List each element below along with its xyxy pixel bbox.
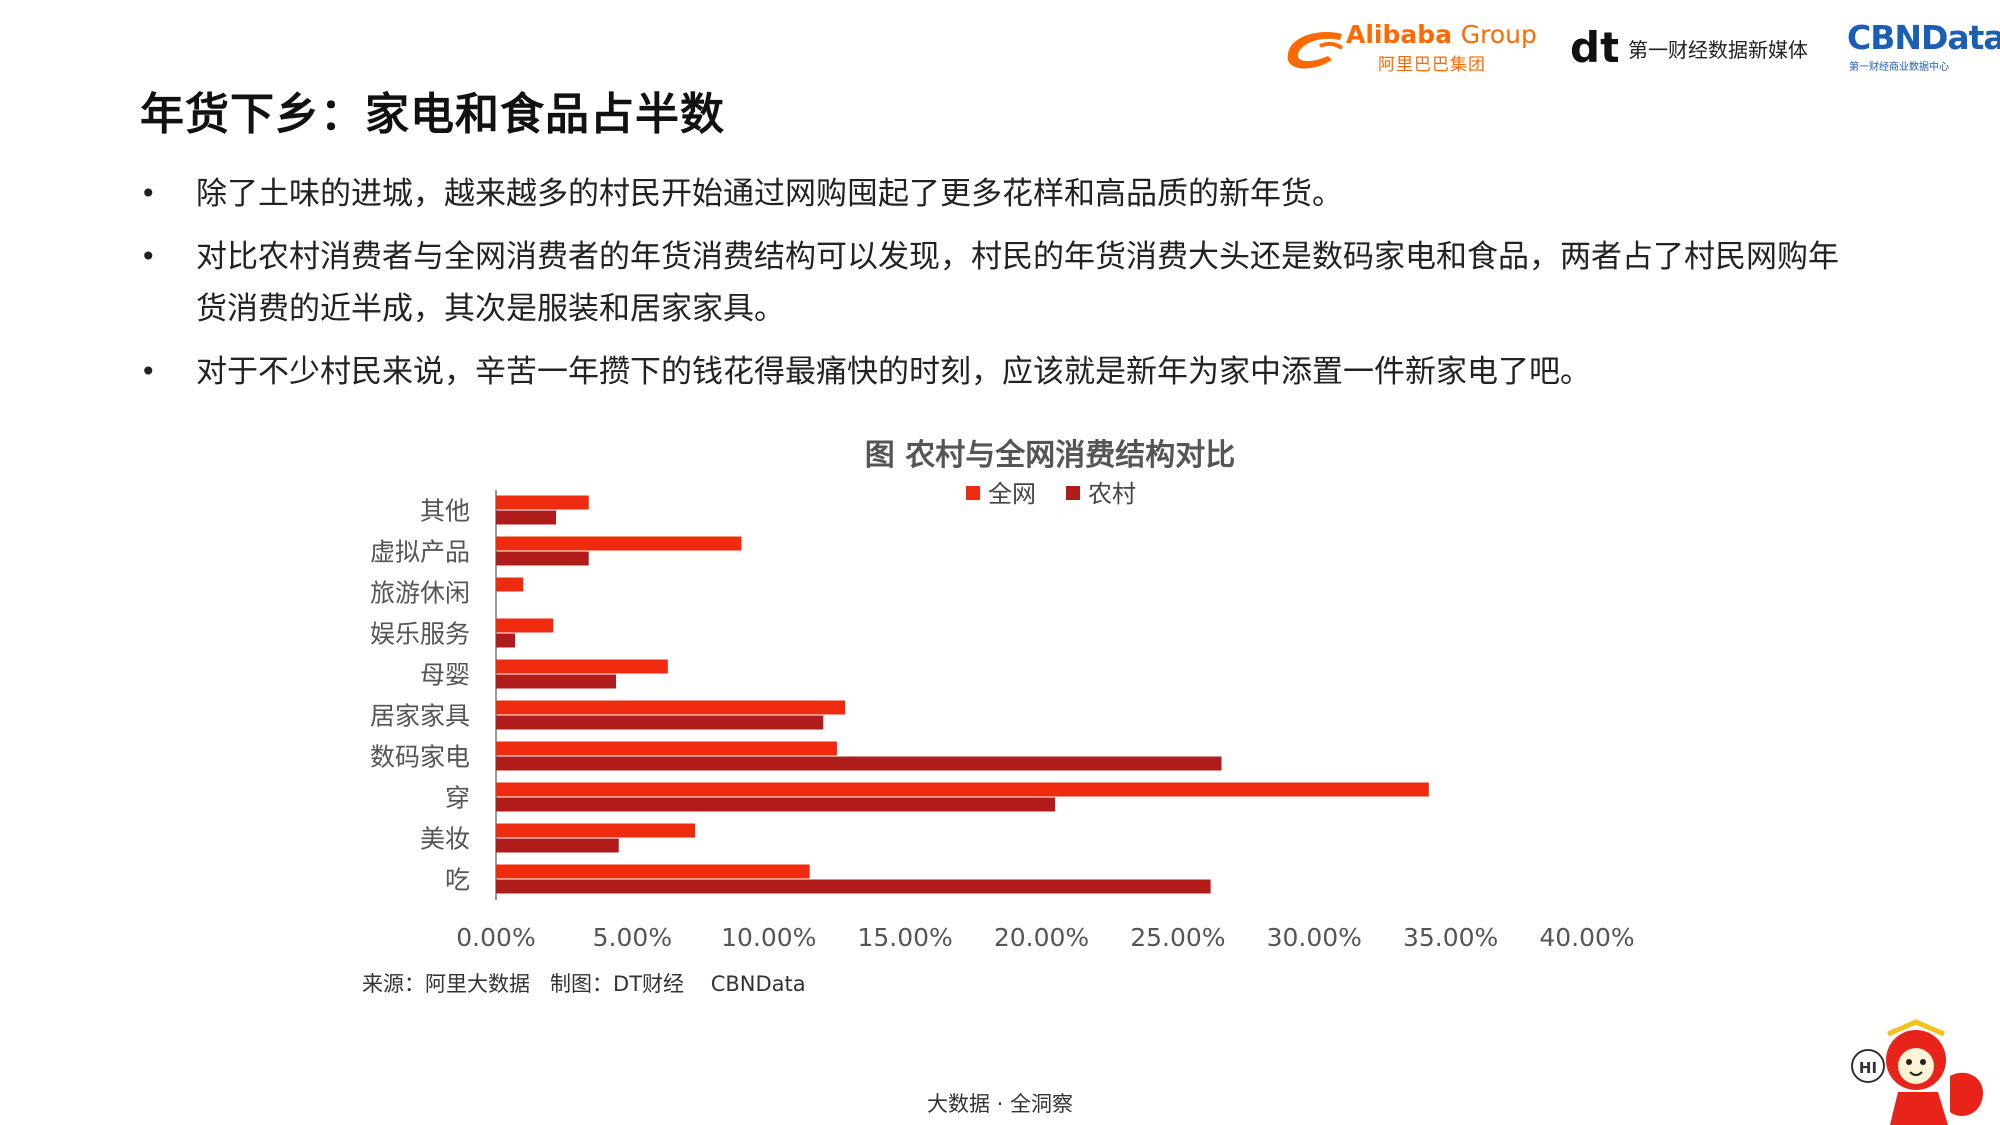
dt-mark-icon: dt bbox=[1570, 24, 1618, 68]
alibaba-group-word: Group bbox=[1460, 20, 1537, 49]
category-label: 娱乐服务 bbox=[370, 620, 470, 649]
bar-nongcun bbox=[496, 756, 1222, 771]
bullet-list: • 除了土味的进城，越来越多的村民开始通过网购囤起了更多花样和高品质的新年货。 … bbox=[140, 168, 1860, 409]
lion-mascot-icon: HI bbox=[1851, 1019, 1984, 1125]
footer-tagline: 大数据 · 全洞察 bbox=[926, 1092, 1074, 1116]
legend-swatch bbox=[966, 486, 980, 500]
x-tick-label: 10.00% bbox=[721, 923, 816, 952]
cbndata-logo: CBNData 第一财经商业数据中心 bbox=[1847, 18, 2000, 78]
bar-nongcun bbox=[496, 551, 589, 566]
category-label: 虚拟产品 bbox=[370, 538, 470, 567]
x-tick-label: 5.00% bbox=[593, 923, 672, 952]
source-note: 来源：阿里大数据 制图：DT财经 CBNData bbox=[362, 972, 806, 996]
bullet-marker: • bbox=[140, 240, 157, 273]
bar-quanwang bbox=[496, 782, 1429, 797]
bar-quanwang bbox=[496, 495, 589, 510]
legend-label: 全网 bbox=[988, 480, 1036, 508]
mascot-hi-text: HI bbox=[1859, 1059, 1877, 1077]
bar-quanwang bbox=[496, 823, 696, 838]
x-tick-label: 30.00% bbox=[1267, 923, 1362, 952]
bar-nongcun bbox=[496, 879, 1211, 894]
cbndata-name: CBNData bbox=[1847, 18, 2000, 57]
alibaba-name: Alibaba Group bbox=[1346, 20, 1537, 49]
category-label: 美妆 bbox=[420, 825, 470, 854]
category-label: 数码家电 bbox=[370, 743, 470, 772]
x-tick-label: 40.00% bbox=[1539, 923, 1634, 952]
bullet-item: • 除了土味的进城，越来越多的村民开始通过网购囤起了更多花样和高品质的新年货。 bbox=[140, 168, 1860, 220]
x-tick-label: 25.00% bbox=[1130, 923, 1225, 952]
bullet-marker: • bbox=[140, 177, 157, 210]
partner-logos: Alibaba Group 阿里巴巴集团 dt 第一财经数据新媒体 CBNDat… bbox=[1280, 18, 2000, 78]
category-label: 吃 bbox=[445, 866, 470, 895]
dt-mark-text: dt bbox=[1570, 24, 1618, 68]
alibaba-cn-name: 阿里巴巴集团 bbox=[1378, 55, 1486, 75]
category-label: 旅游休闲 bbox=[370, 579, 470, 608]
bar-quanwang bbox=[496, 536, 742, 551]
alibaba-smile-icon bbox=[1287, 32, 1344, 69]
category-label: 居家家具 bbox=[370, 702, 470, 731]
bar-quanwang bbox=[496, 577, 524, 592]
x-tick-label: 0.00% bbox=[456, 923, 535, 952]
page-title: 年货下乡：家电和食品占半数 bbox=[140, 89, 725, 140]
x-tick-label: 35.00% bbox=[1403, 923, 1498, 952]
bar-quanwang bbox=[496, 659, 668, 674]
bullet-text: 对比农村消费者与全网消费者的年货消费结构可以发现，村民的年货消费大头还是数码家电… bbox=[196, 239, 1839, 327]
dt-logo: dt 第一财经数据新媒体 bbox=[1570, 22, 1830, 72]
bullet-marker: • bbox=[140, 355, 157, 388]
legend-label: 农村 bbox=[1088, 480, 1136, 508]
bar-quanwang bbox=[496, 618, 554, 633]
bar-nongcun bbox=[496, 633, 516, 648]
bar-nongcun bbox=[496, 715, 824, 730]
bullet-text: 对于不少村民来说，辛苦一年攒下的钱花得最痛快的时刻，应该就是新年为家中添置一件新… bbox=[196, 354, 1591, 390]
bar-quanwang bbox=[496, 864, 810, 879]
bullet-text: 除了土味的进城，越来越多的村民开始通过网购囤起了更多花样和高品质的新年货。 bbox=[196, 176, 1343, 212]
category-label: 母婴 bbox=[420, 661, 470, 690]
x-tick-label: 20.00% bbox=[994, 923, 1089, 952]
bullet-item: • 对比农村消费者与全网消费者的年货消费结构可以发现，村民的年货消费大头还是数码… bbox=[140, 231, 1860, 335]
bar-nongcun bbox=[496, 797, 1056, 812]
bar-nongcun bbox=[496, 674, 617, 689]
bar-quanwang bbox=[496, 700, 846, 715]
category-label: 穿 bbox=[445, 784, 470, 813]
alibaba-group-logo: Alibaba Group 阿里巴巴集团 bbox=[1280, 18, 1542, 78]
legend-swatch bbox=[1066, 486, 1080, 500]
bar-nongcun bbox=[496, 838, 619, 853]
bar-quanwang bbox=[496, 741, 837, 756]
bar-nongcun bbox=[496, 510, 557, 525]
cbndata-subtitle: 第一财经商业数据中心 bbox=[1849, 62, 1949, 73]
dt-text: 第一财经数据新媒体 bbox=[1628, 38, 1808, 62]
bullet-item: • 对于不少村民来说，辛苦一年攒下的钱花得最痛快的时刻，应该就是新年为家中添置一… bbox=[140, 346, 1860, 398]
x-tick-label: 15.00% bbox=[857, 923, 952, 952]
category-label: 其他 bbox=[420, 497, 470, 526]
alibaba-word: Alibaba bbox=[1346, 20, 1453, 49]
